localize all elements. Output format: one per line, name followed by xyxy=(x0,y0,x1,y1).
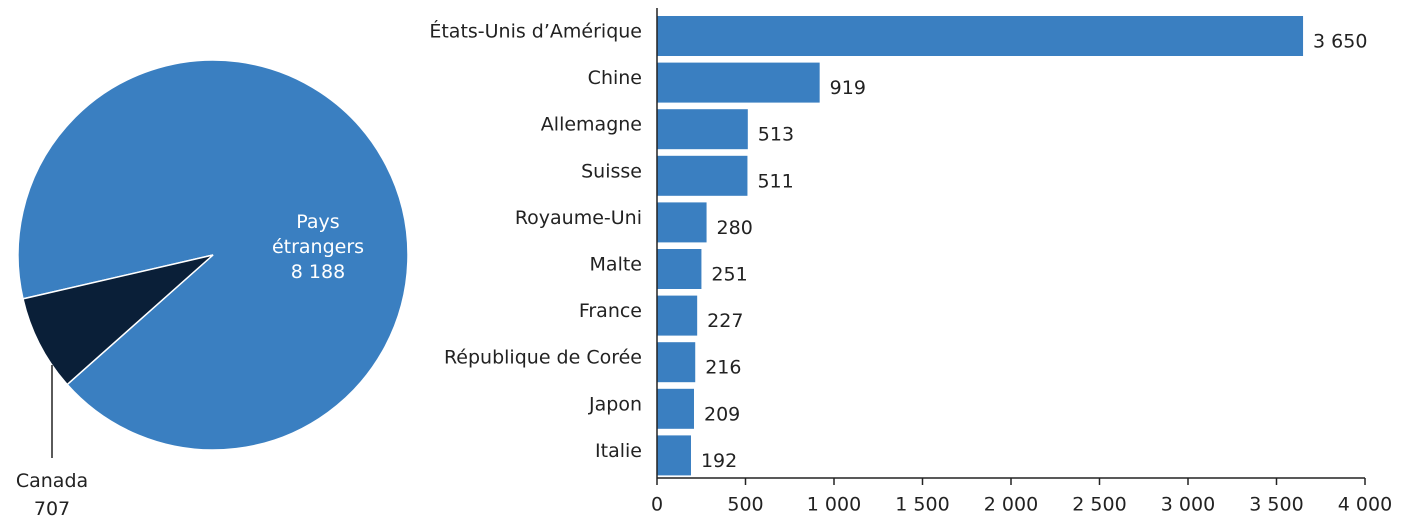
x-tick-label: 3 000 xyxy=(1161,494,1215,516)
x-tick-label: 500 xyxy=(727,494,763,516)
category-label: Royaume-Uni xyxy=(515,207,642,229)
value-label: 511 xyxy=(757,170,793,192)
category-label: États-Unis d’Amérique xyxy=(429,20,642,43)
bar xyxy=(657,342,696,383)
x-tick-label: 1 000 xyxy=(807,494,861,516)
x-tick-label: 2 000 xyxy=(984,494,1038,516)
value-label: 251 xyxy=(711,264,747,286)
category-label: Malte xyxy=(590,254,642,276)
bar xyxy=(657,249,702,289)
bar xyxy=(657,435,691,476)
value-label: 280 xyxy=(717,217,753,239)
category-label: France xyxy=(579,300,642,322)
bar xyxy=(657,62,820,103)
slice-label: Canada xyxy=(15,470,89,492)
value-label: 192 xyxy=(701,450,737,472)
category-label: Suisse xyxy=(581,160,642,182)
value-label: 227 xyxy=(707,310,743,332)
value-label: 209 xyxy=(704,403,740,425)
slice-label: Pays étrangers xyxy=(271,211,365,258)
bar xyxy=(657,295,698,336)
category-label: Japon xyxy=(588,393,642,415)
x-tick-label: 0 xyxy=(651,494,663,516)
x-tick-label: 3 500 xyxy=(1249,494,1303,516)
pie-slice xyxy=(22,254,214,386)
x-tick-label: 1 500 xyxy=(895,494,949,516)
value-label: 919 xyxy=(830,77,866,99)
value-label: 3 650 xyxy=(1313,31,1367,53)
category-label: Allemagne xyxy=(541,114,642,136)
bar xyxy=(657,202,707,243)
bar xyxy=(657,155,748,196)
bar xyxy=(657,109,748,150)
category-label: Chine xyxy=(588,67,642,89)
category-label: Italie xyxy=(595,440,642,462)
value-label: 216 xyxy=(705,357,741,379)
bar xyxy=(657,388,694,429)
slice-value: 707 xyxy=(33,498,71,520)
slice-value: 8 188 xyxy=(290,261,346,283)
value-label: 513 xyxy=(758,124,794,146)
x-tick-label: 2 500 xyxy=(1072,494,1126,516)
category-label: République de Corée xyxy=(444,347,642,369)
x-tick-label: 4 000 xyxy=(1338,494,1392,516)
bar xyxy=(657,16,1304,56)
